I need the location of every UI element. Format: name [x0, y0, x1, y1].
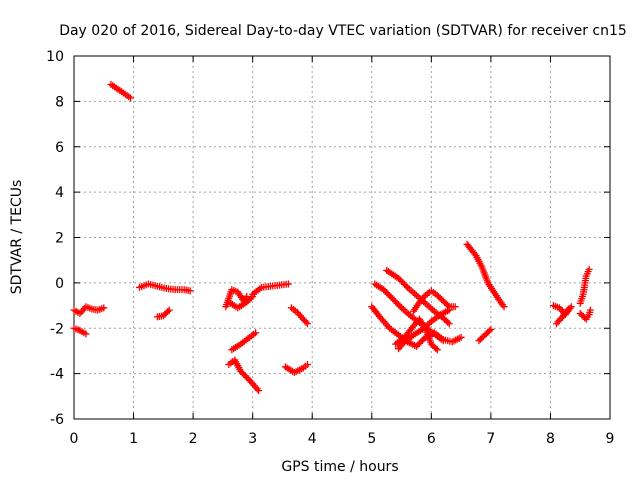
- data-point: [411, 290, 419, 298]
- data-point: [303, 320, 311, 328]
- data-point: [82, 330, 90, 338]
- data-point: [284, 280, 292, 288]
- y-tick-label: 4: [55, 185, 64, 201]
- data-point: [255, 387, 263, 395]
- y-tick-label: 2: [55, 231, 64, 247]
- x-axis-title: GPS time / hours: [281, 459, 398, 475]
- data-point: [407, 287, 415, 295]
- data-point: [439, 337, 447, 345]
- data-point: [405, 285, 413, 293]
- y-tick-label: 8: [55, 94, 64, 110]
- points-layer: [70, 80, 594, 395]
- data-point: [500, 303, 508, 311]
- data-point: [303, 361, 311, 369]
- data-point: [451, 303, 459, 311]
- data-series-arc-20: [475, 325, 495, 345]
- data-point: [432, 344, 440, 352]
- data-series-arc-12: [287, 304, 311, 328]
- x-tick-label: 6: [427, 431, 436, 447]
- grid-layer: [74, 56, 610, 419]
- y-tick-label: -6: [50, 412, 64, 428]
- data-point: [586, 306, 594, 314]
- x-tick-label: 3: [248, 431, 257, 447]
- data-series-arc-11: [281, 361, 311, 376]
- data-series-arc-01: [107, 80, 135, 102]
- data-series-arc-17: [395, 306, 453, 353]
- tick-layer: 0 1 2 3 4 5 6 7 8 9 -6 -4 -2 0 2 4 6 8 10: [46, 49, 614, 447]
- data-point: [186, 287, 194, 295]
- x-tick-label: 4: [308, 431, 317, 447]
- data-point: [425, 302, 433, 310]
- data-series-arc-10: [249, 280, 292, 298]
- x-tick-label: 2: [189, 431, 198, 447]
- x-tick-label: 7: [486, 431, 495, 447]
- data-series-arc-05: [153, 306, 173, 321]
- data-series-arc-19: [463, 240, 508, 311]
- data-series-arc-07: [225, 292, 257, 312]
- data-series-arc-02: [70, 303, 108, 318]
- data-point: [403, 309, 411, 317]
- data-series-arc-03: [70, 324, 90, 338]
- y-tick-label: -2: [50, 321, 64, 337]
- x-tick-label: 0: [70, 431, 79, 447]
- data-point: [164, 308, 172, 316]
- data-point: [399, 305, 407, 313]
- y-axis-title: SDTVAR / TECUs: [9, 180, 25, 295]
- y-tick-label: -4: [50, 367, 64, 383]
- data-series-arc-09: [228, 329, 260, 354]
- data-point: [252, 329, 260, 337]
- data-series-arc-24: [576, 306, 594, 323]
- data-point: [127, 94, 135, 102]
- data-point: [396, 302, 404, 310]
- x-tick-label: 5: [367, 431, 376, 447]
- data-point: [444, 318, 452, 326]
- x-tick-label: 1: [129, 431, 138, 447]
- data-point: [585, 265, 593, 273]
- data-point: [247, 294, 255, 302]
- data-point: [409, 288, 417, 296]
- data-point: [471, 250, 479, 258]
- data-point: [445, 320, 453, 328]
- data-point: [401, 307, 409, 315]
- data-point: [485, 327, 493, 335]
- data-point: [433, 346, 441, 354]
- data-series-arc-22: [552, 305, 572, 328]
- data-point: [402, 282, 410, 290]
- data-point: [100, 304, 108, 312]
- data-point: [457, 333, 465, 341]
- data-point: [444, 301, 452, 309]
- data-point: [165, 306, 173, 314]
- data-point: [563, 307, 571, 315]
- data-series-arc-18: [409, 287, 459, 315]
- data-series-arc-08: [225, 356, 263, 395]
- y-tick-label: 10: [46, 49, 64, 65]
- chart-title: Day 020 of 2016, Sidereal Day-to-day VTE…: [59, 23, 627, 39]
- data-point: [487, 325, 495, 333]
- data-series-arc-04: [136, 280, 194, 295]
- y-tick-label: 6: [55, 140, 64, 156]
- x-tick-label: 9: [606, 431, 615, 447]
- y-tick-label: 0: [55, 276, 64, 292]
- data-point: [302, 318, 310, 326]
- data-point: [427, 304, 435, 312]
- data-point: [564, 305, 572, 313]
- data-point: [412, 291, 420, 299]
- data-point: [423, 301, 431, 309]
- data-series-arc-23: [576, 265, 593, 307]
- x-tick-label: 8: [546, 431, 555, 447]
